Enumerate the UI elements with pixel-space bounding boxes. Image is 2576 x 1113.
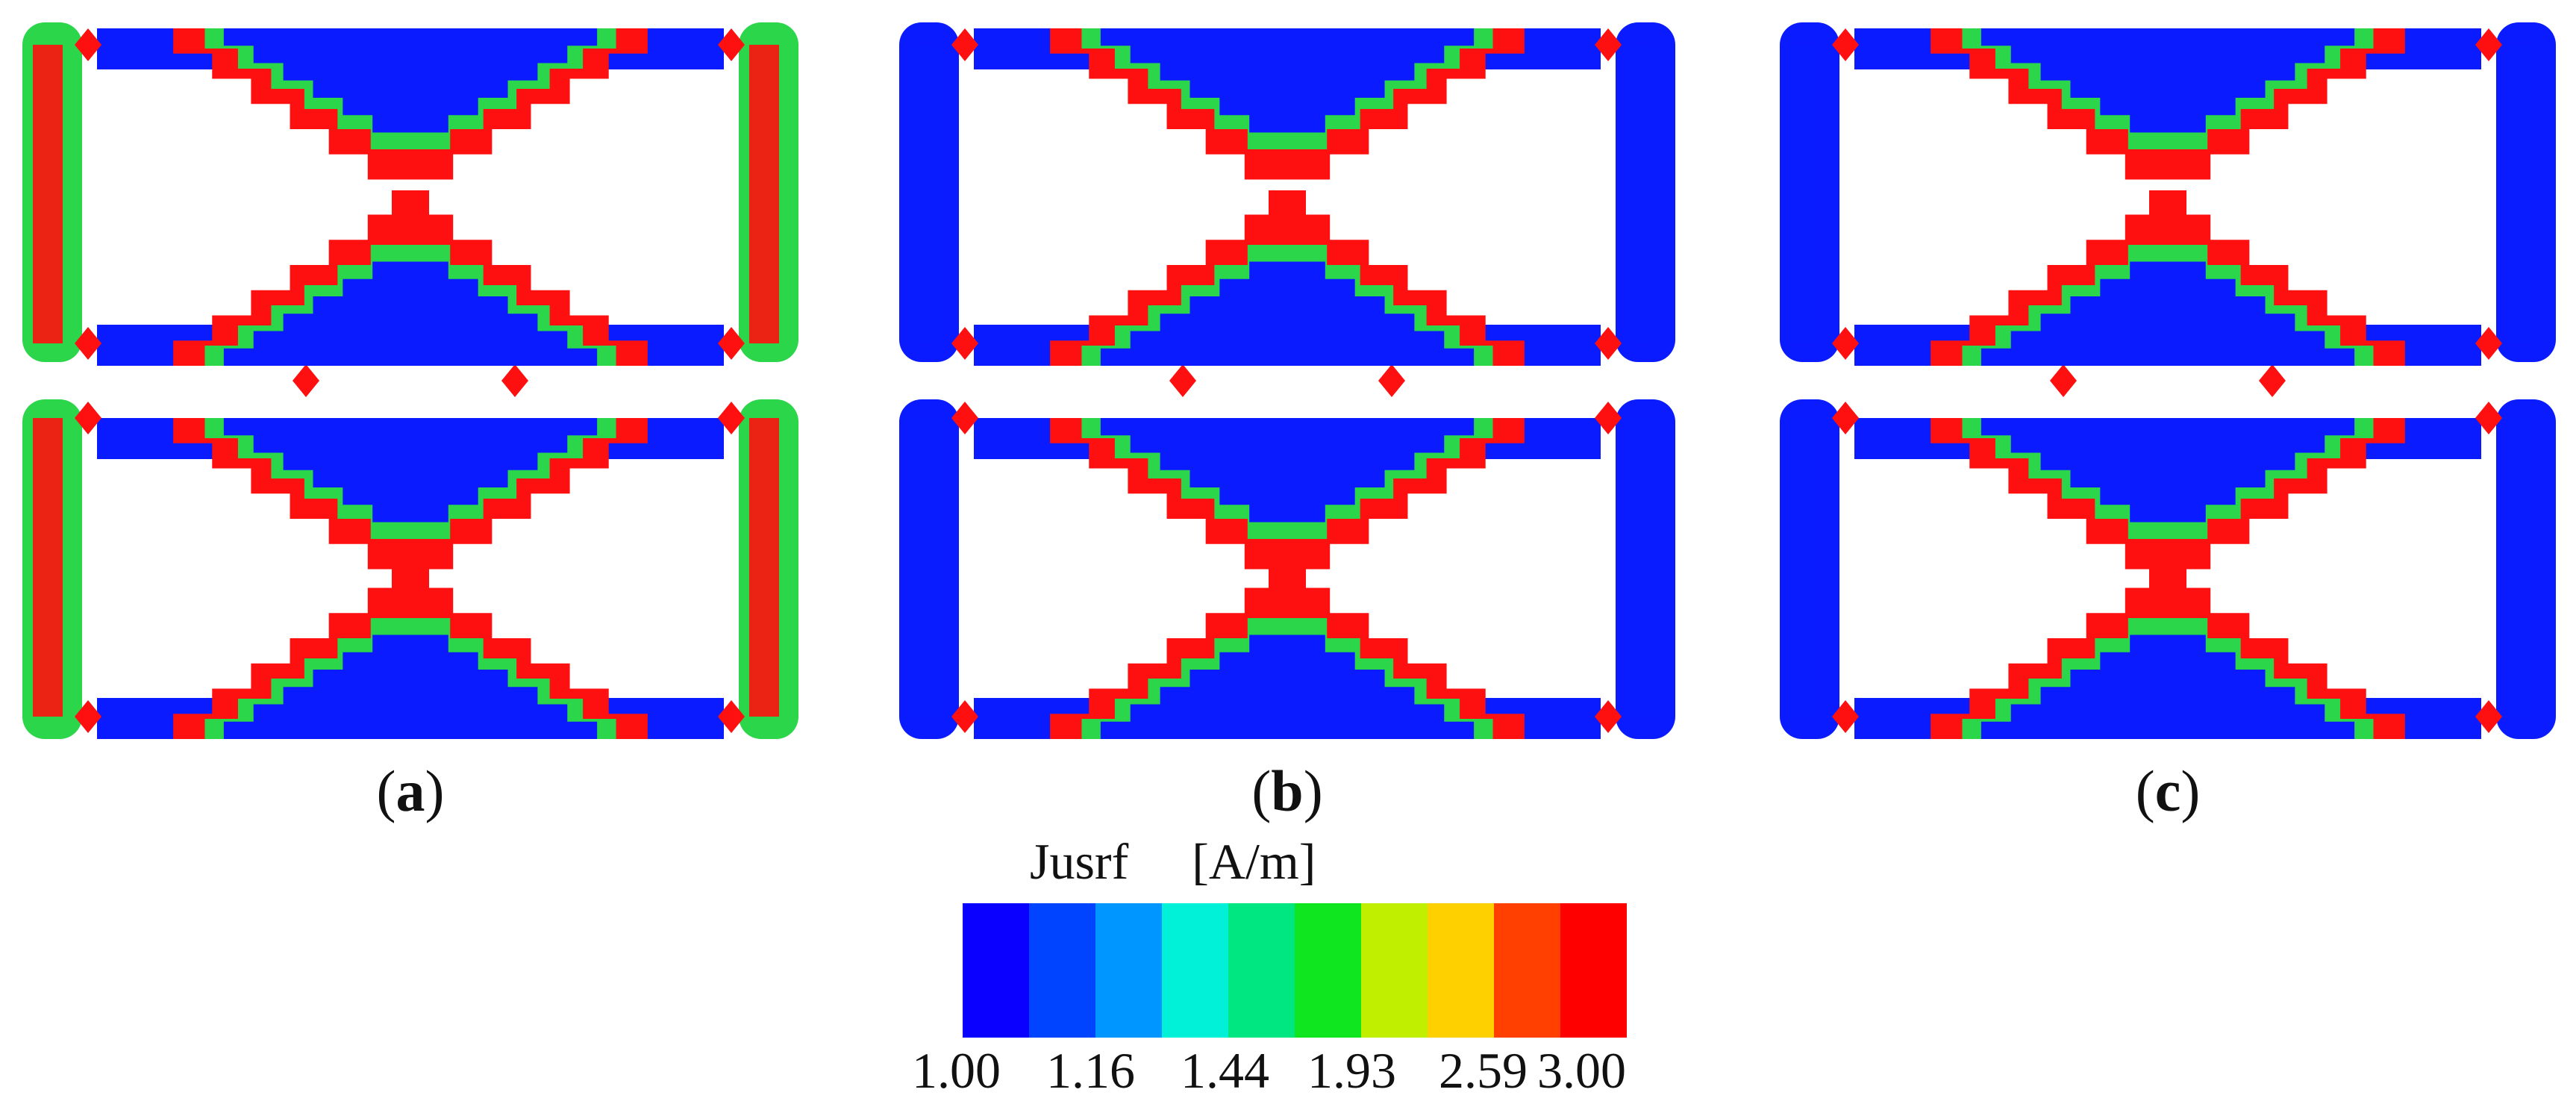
side-frame-top-1 [2496, 22, 2556, 362]
scale-swatch-1 [963, 903, 1029, 1038]
scale-swatch-2 [1029, 903, 1095, 1038]
dome-core-3 [1093, 635, 1481, 739]
side-frame-top-1 [1616, 22, 1675, 362]
junction-4 [1832, 402, 1859, 434]
junction-0 [75, 28, 101, 61]
junction-2 [1832, 327, 1859, 360]
scale-swatch-3 [1095, 903, 1162, 1038]
junction-9 [501, 364, 528, 397]
side-frame-bottom-0 [899, 399, 959, 739]
scale-tick-2: 1.16 [1046, 1042, 1135, 1099]
junction-6 [75, 700, 101, 733]
junction-3 [2475, 327, 2502, 360]
neck-bottom [1269, 564, 1306, 597]
junction-1 [2475, 28, 2502, 61]
caption-c-label: c [2154, 758, 2181, 823]
panel-a [22, 22, 798, 739]
scale-swatch-4 [1162, 903, 1228, 1038]
dome-core-0 [216, 28, 604, 133]
dome-core-1 [1093, 261, 1481, 366]
side-core-top-1 [1626, 45, 1656, 343]
junction-7 [718, 700, 745, 733]
scale-tick-4: 1.93 [1307, 1042, 1396, 1099]
junction-5 [718, 402, 745, 434]
caption-a-label: a [396, 758, 425, 823]
side-frame-top-0 [899, 22, 959, 362]
scale-tick-5: 2.59 [1439, 1042, 1528, 1099]
dome-core-1 [216, 261, 604, 366]
current-distribution-map-a [22, 22, 798, 739]
neck-bottom [2149, 564, 2186, 597]
junction-8 [2050, 364, 2077, 397]
side-core-bottom-0 [1790, 418, 1820, 717]
current-distribution-map-b [899, 22, 1675, 739]
dome-core-0 [1974, 28, 2362, 133]
panel-b [899, 22, 1675, 739]
junction-5 [2475, 402, 2502, 434]
side-core-top-0 [33, 45, 63, 343]
junction-2 [75, 327, 101, 360]
scale-swatch-8 [1428, 903, 1494, 1038]
dome-core-2 [1093, 418, 1481, 523]
side-frame-top-0 [1780, 22, 1839, 362]
scale-swatch-5 [1228, 903, 1295, 1038]
junction-4 [951, 402, 978, 434]
dome-core-0 [1093, 28, 1481, 133]
neck-top [2149, 190, 2186, 224]
caption-b-label: b [1271, 758, 1304, 823]
scale-tick-3: 1.44 [1181, 1042, 1269, 1099]
neck-top [1269, 190, 1306, 224]
scale-swatch-9 [1494, 903, 1560, 1038]
dome-core-2 [216, 418, 604, 523]
current-distribution-map-c [1780, 22, 2556, 739]
scale-swatch-6 [1295, 903, 1361, 1038]
dome-core-3 [216, 635, 604, 739]
side-core-top-1 [749, 45, 779, 343]
caption-c: (c) [2135, 758, 2201, 823]
neck-bottom [392, 564, 429, 597]
junction-0 [1832, 28, 1859, 61]
junction-8 [293, 364, 319, 397]
dome-core-3 [1974, 635, 2362, 739]
junction-8 [1169, 364, 1196, 397]
side-frame-bottom-1 [2496, 399, 2556, 739]
junction-1 [718, 28, 745, 61]
neck-top [392, 190, 429, 224]
junction-4 [75, 402, 101, 434]
side-core-bottom-1 [749, 418, 779, 717]
side-frame-bottom-1 [1616, 399, 1675, 739]
junction-2 [951, 327, 978, 360]
junction-3 [1595, 327, 1622, 360]
dome-core-2 [1974, 418, 2362, 523]
junction-6 [1832, 700, 1859, 733]
junction-3 [718, 327, 745, 360]
scale-tick-6: 3.00 [1537, 1042, 1626, 1099]
junction-5 [1595, 402, 1622, 434]
scale-swatch-7 [1361, 903, 1428, 1038]
caption-b: (b) [1251, 758, 1323, 823]
side-core-top-0 [1790, 45, 1820, 343]
junction-1 [1595, 28, 1622, 61]
scale-swatch-10 [1560, 903, 1627, 1038]
junction-6 [951, 700, 978, 733]
side-core-top-1 [2507, 45, 2536, 343]
side-core-bottom-0 [33, 418, 63, 717]
junction-9 [2259, 364, 2286, 397]
side-frame-bottom-0 [1780, 399, 1839, 739]
dome-core-1 [1974, 261, 2362, 366]
panel-c [1780, 22, 2556, 739]
side-core-bottom-1 [2507, 418, 2536, 717]
side-core-top-0 [910, 45, 940, 343]
junction-7 [1595, 700, 1622, 733]
junction-0 [951, 28, 978, 61]
scale-tick-1: 1.00 [912, 1042, 1001, 1099]
color-scale-bar [963, 903, 1627, 1038]
junction-9 [1378, 364, 1405, 397]
junction-7 [2475, 700, 2502, 733]
caption-a: (a) [376, 758, 445, 823]
side-core-bottom-0 [910, 418, 940, 717]
side-core-bottom-1 [1626, 418, 1656, 717]
legend-title: Jusrf [A/m] [1030, 833, 1316, 890]
